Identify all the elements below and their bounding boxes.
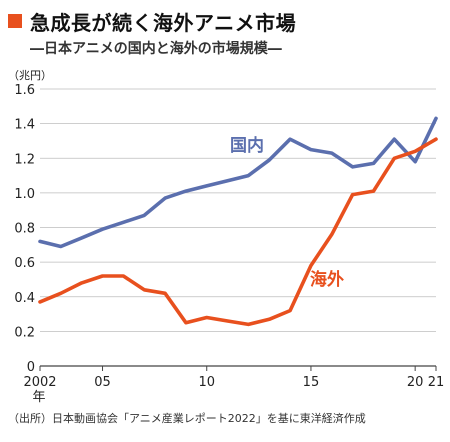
x-tick-label: 05 [94,375,111,390]
y-tick-label: 1.0 [14,187,35,202]
y-axis-ticks: 0 0.2 0.4 0.6 0.8 1.0 1.2 1.4 1.6 [14,83,35,375]
chart-title-block: 急成長が続く海外アニメ市場 [8,8,297,35]
x-axis-ticks: 2002 05 10 15 20 21 年 [23,366,444,405]
series-lines [38,116,438,327]
x-tick-label: 10 [198,375,215,390]
x-tick-label: 15 [303,375,320,390]
x-tick-label: 2002 [23,375,56,390]
source-note: （出所）日本動画協会「アニメ産業レポート2022」を基に東洋経済作成 [8,412,366,425]
y-tick-label: 0.4 [14,291,35,306]
chart-subtitle: ―日本アニメの国内と海外の市場規模― [30,41,282,57]
chart-title: 急成長が続く海外アニメ市場 [30,10,297,35]
x-tick-label: 21 [428,375,445,390]
y-tick-label: 0.6 [14,256,35,271]
y-tick-label: 0.2 [14,325,35,340]
title-marker [8,14,22,28]
series-label-overseas: 海外 [310,269,344,290]
series-label-domestic: 国内 [230,135,264,156]
y-tick-label: 0.8 [14,222,35,237]
y-tick-label: 1.6 [14,83,35,98]
series-line-domestic [38,116,438,249]
grid-lines [40,88,436,367]
y-tick-label: 1.4 [14,118,35,133]
y-axis-unit: （兆円） [8,69,52,82]
y-tick-label: 1.2 [14,152,35,167]
y-tick-label: 0 [27,360,35,375]
series-line-overseas [38,137,438,327]
x-axis-suffix: 年 [32,390,45,405]
x-tick-label: 20 [407,375,424,390]
